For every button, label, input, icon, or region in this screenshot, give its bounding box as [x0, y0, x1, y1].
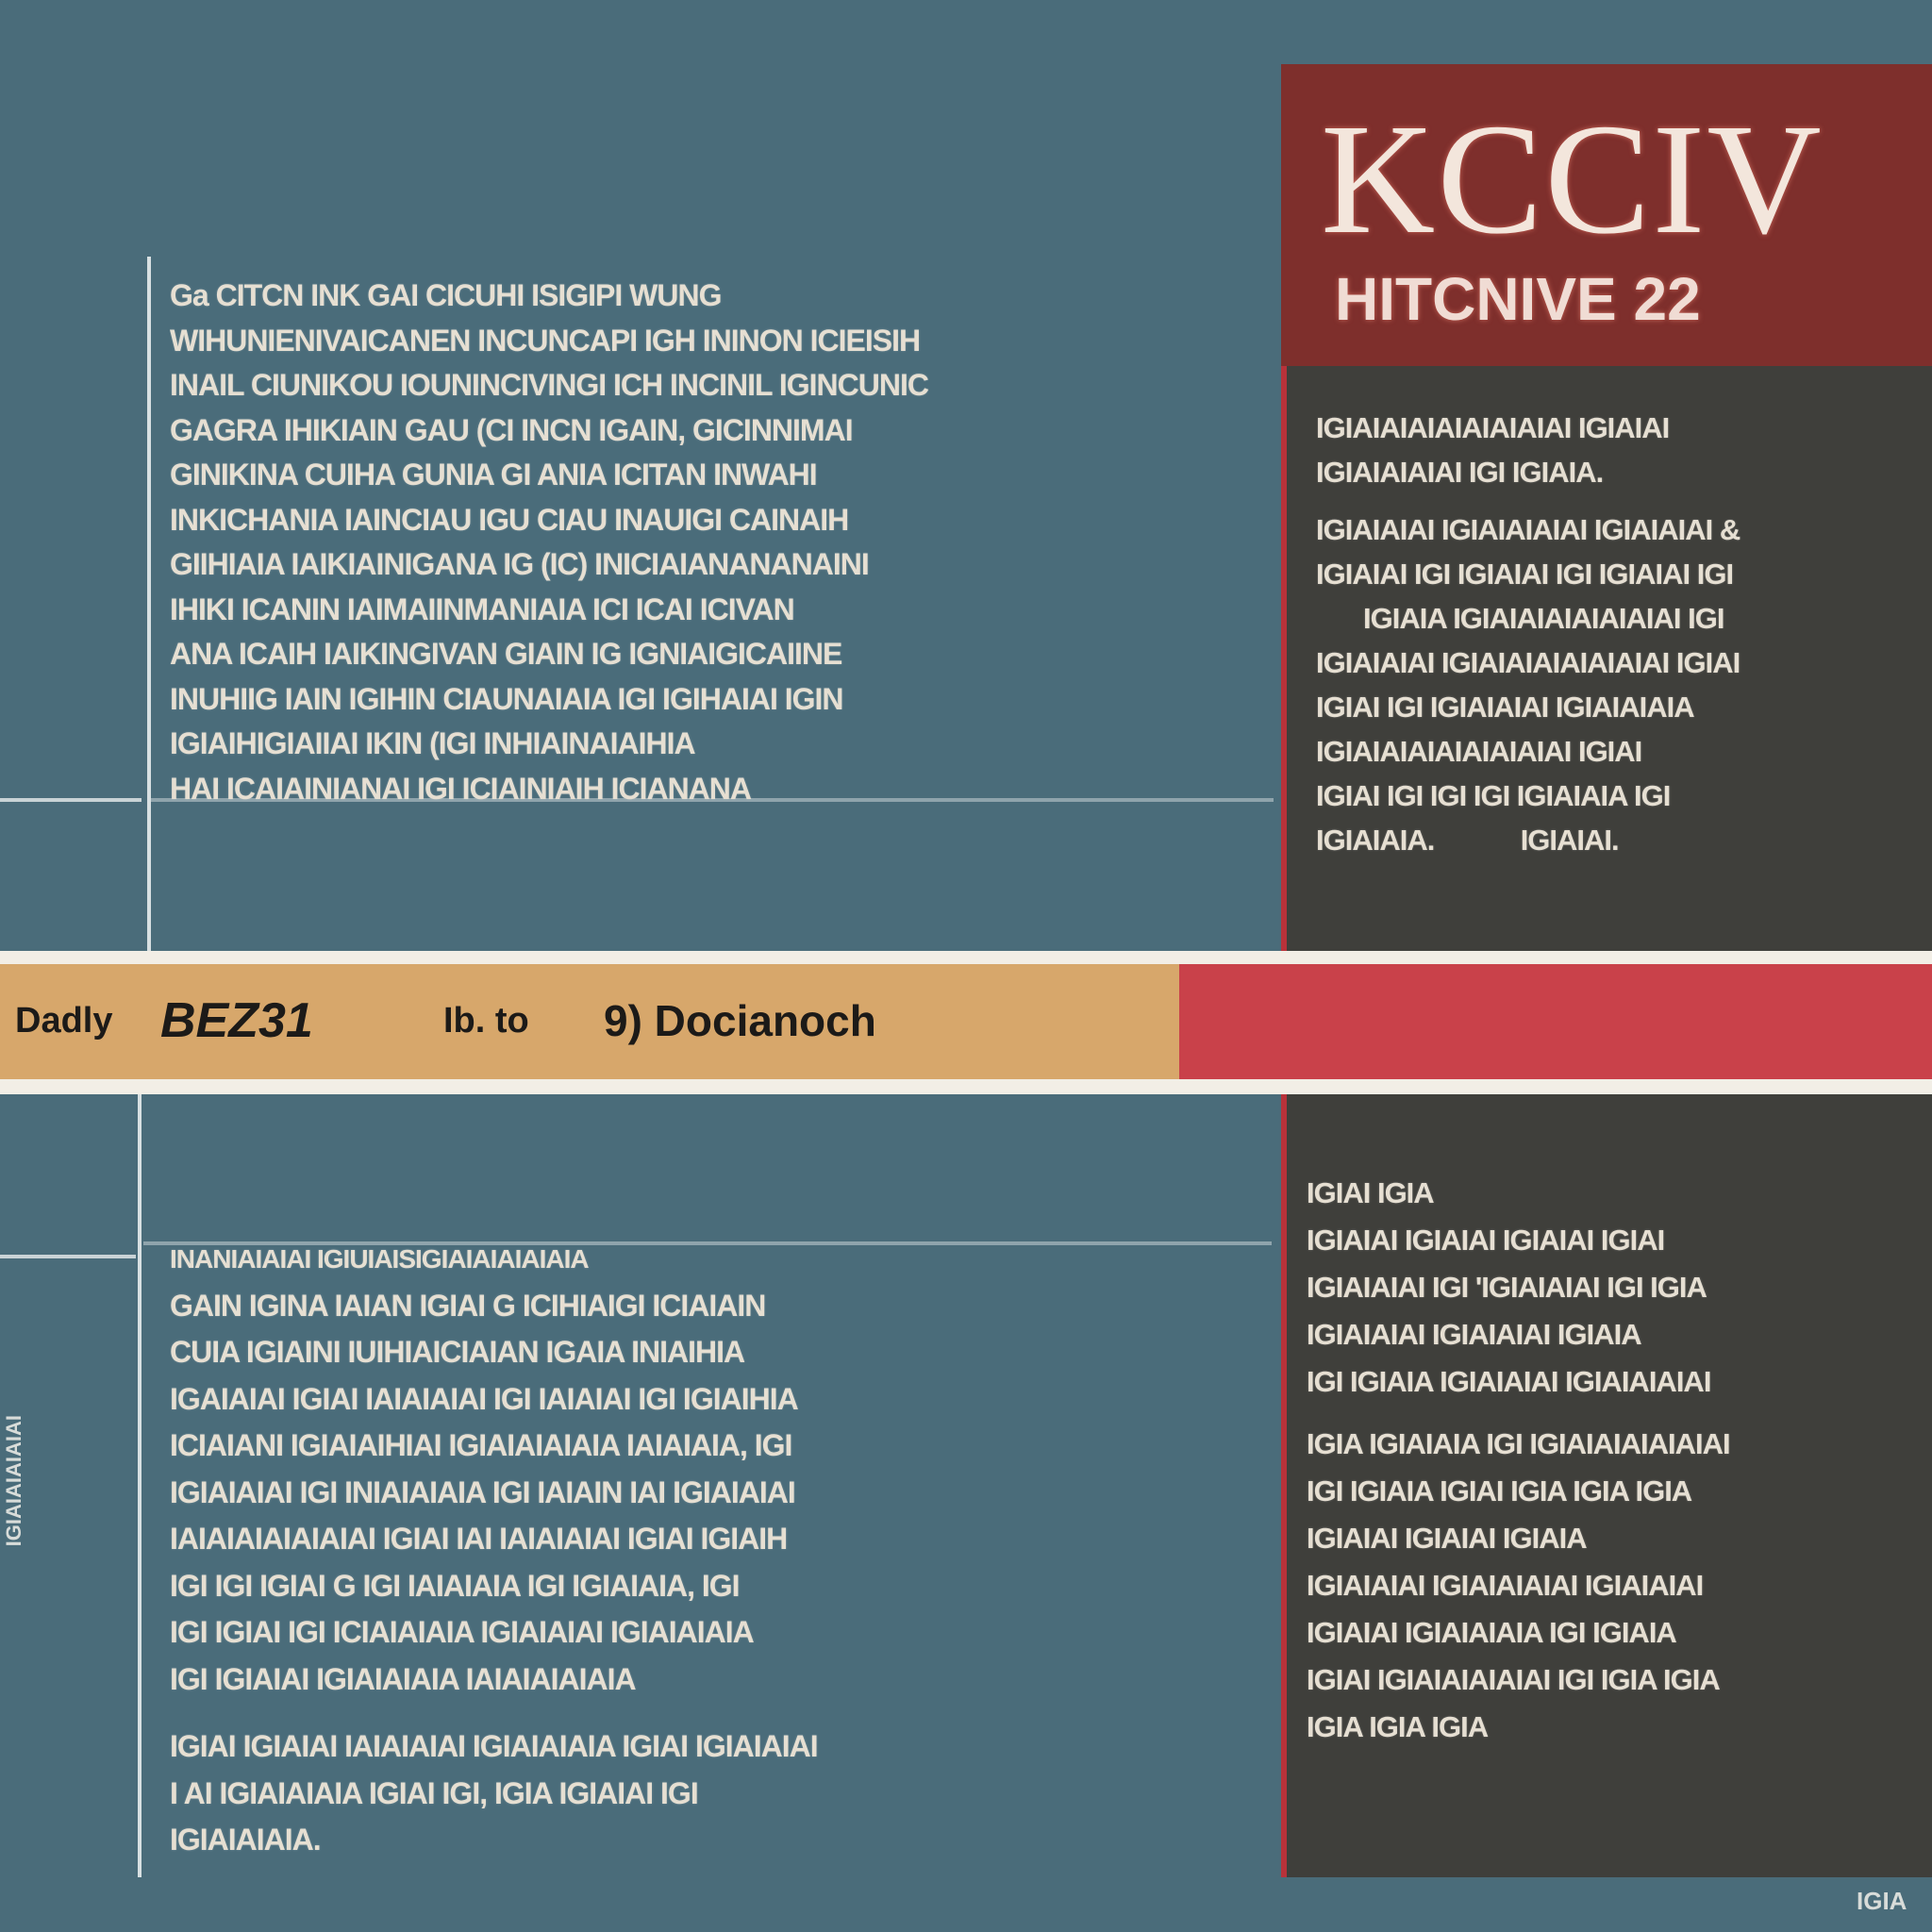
band-label-c: Ib. to: [443, 1001, 529, 1041]
text-line: IGIAI IGI IGI IGI IGIAIAIA IGI: [1316, 779, 1671, 812]
text-line: IGIAIAIA. IGIAIAI.: [1316, 824, 1620, 857]
text-line: IGI IGI IGIAI G IGI IAIAIAIA IGI IGIAIAI…: [170, 1568, 741, 1603]
right-panel-top: [1281, 366, 1932, 951]
text-line: IGIAIAI IGIAIAIAIA IGI IGIAIA: [1307, 1616, 1677, 1649]
text-line: INANIAIAIAI IGIUIAISIGIAIAIAIAIAIA: [170, 1244, 590, 1274]
right-column-bottom: IGIAI IGIA IGIAIAI IGIAIAI IGIAIAI IGIAI…: [1307, 1170, 1929, 1751]
text-line: INAIL CIUNIKOU IOUNINCIVINGI ICH INCINIL…: [170, 368, 929, 402]
masthead-title: KCCIV: [1321, 92, 1824, 267]
left-vertical-rule-top: [147, 257, 151, 951]
text-line: IGIAI IGIAIAIAIAIAI IGI IGIA IGIA: [1307, 1663, 1721, 1696]
text-line: I AI IGIAIAIAIA IGIAI IGI, IGIA IGIAIAI …: [170, 1775, 699, 1810]
left-column-top: Ga CITCN INK GAI CICUHI ISIGIPI WUNG WIH…: [170, 274, 953, 811]
text-line: IGIA IGIA IGIA: [1307, 1710, 1489, 1743]
text-line: IGIAI IGI IGIAIAIAI IGIAIAIAIA: [1316, 691, 1695, 724]
text-line: IGIAIAIAIAIAIAIAIAI IGIAIAI: [1316, 411, 1670, 444]
text-line: IGIAIAIAI IGI 'IGIAIAIAI IGI IGIA: [1307, 1271, 1707, 1304]
right-panel-bottom: [1281, 1094, 1932, 1877]
text-line: IGIAIAIAI IGIAIAIAI IGIAIA: [1307, 1318, 1642, 1351]
title-panel: [1281, 64, 1932, 366]
text-line: IGI IGIAIAI IGIAIAIAIA IAIAIAIAIAIA: [170, 1661, 637, 1696]
text-line: IGIAIAIAI IGI INIAIAIAIA IGI IAIAIN IAI …: [170, 1474, 796, 1509]
text-line: IGI IGIAIA IGIAIAIAI IGIAIAIAIAI: [1307, 1365, 1711, 1398]
band-tan-segment: [0, 964, 1179, 1079]
text-line: GAGRA IHIKIAIN GAU (CI INCN IGAIN, GICIN…: [170, 412, 854, 447]
text-line: IGIAIAIAI IGIAIAIAIAI IGIAIAIAI &: [1316, 513, 1740, 546]
horizontal-rule-bottom-right: [143, 1241, 1272, 1245]
text-line: WIHUNIENIVAICANEN INCUNCAPI IGH ININON I…: [170, 323, 921, 358]
margin-note: IGIAIAIAIAIAI: [2, 1415, 25, 1547]
text-line: GIIHIAIA IAIKIAINIGANA IG (IC) INICIAIAN…: [170, 547, 870, 581]
masthead-subtitle: HITCNIVE 22: [1335, 265, 1701, 333]
text-line: HAI ICAIAINIANAI IGI ICIAINIAIH ICIANANA: [170, 771, 752, 806]
text-line: IHIKI ICANIN IAIMAIINMANIAIA ICI ICAI IC…: [170, 591, 795, 626]
text-line: IGIAI IGIA: [1307, 1176, 1435, 1209]
text-line: Ga CITCN INK GAI CICUHI ISIGIPI WUNG: [170, 278, 722, 312]
text-line: IGIAIAIAIA.: [170, 1823, 322, 1857]
text-line: INKICHANIA IAINCIAU IGU CIAU INAUIGI CAI…: [170, 502, 849, 537]
right-column-top: IGIAIAIAIAIAIAIAIAI IGIAIAI IGIAIAIAIAI …: [1316, 406, 1920, 862]
band-label-d: 9) Docianoch: [604, 996, 876, 1045]
left-vertical-rule-bottom: [138, 1094, 142, 1877]
text-line: IGAIAIAI IGIAI IAIAIAIAI IGI IAIAIAI IGI…: [170, 1381, 799, 1416]
text-line: ANA ICAIH IAIKINGIVAN GIAIN IG IGNIAIGIC…: [170, 637, 842, 671]
text-line: IGI IGIAIA IGIAI IGIA IGIA IGIA: [1307, 1474, 1692, 1507]
band-red-segment: [1179, 964, 1932, 1079]
text-line: IGIAIAIAIAIAIAIAIAI IGIAI: [1316, 735, 1642, 768]
horizontal-rule-top-right: [151, 798, 1274, 802]
text-line: IGI IGIAI IGI ICIAIAIAIA IGIAIAIAI IGIAI…: [170, 1615, 755, 1649]
text-line: GAIN IGINA IAIAN IGIAI G ICIHIAIGI ICIAI…: [170, 1288, 766, 1323]
band-label-b: BEZ31: [160, 993, 313, 1048]
text-line: CUIA IGIAINI IUIHIAICIAIAN IGAIA INIAIHI…: [170, 1335, 745, 1369]
horizontal-rule-top-left: [0, 798, 142, 802]
left-column-bottom: INANIAIAIAI IGIUIAISIGIAIAIAIAIAIA GAIN …: [170, 1236, 972, 1864]
text-line: ICIAIANI IGIAIAIHIAI IGIAIAIAIAIA IAIAIA…: [170, 1428, 792, 1462]
text-line: IAIAIAIAIAIAIAI IGIAI IAI IAIAIAIAI IGIA…: [170, 1522, 788, 1556]
text-line: IGIAIAI IGI IGIAIAI IGI IGIAIAI IGI: [1316, 558, 1734, 591]
band-label-a: Dadly: [15, 1001, 113, 1041]
text-line: IGIAIAIAIAI IGI IGIAIA.: [1316, 456, 1604, 489]
text-line: IGIAIAI IGIAIAI IGIAIA: [1307, 1522, 1588, 1555]
text-line: IGIAIHIGIAIIAI IKIN (IGI INHIAINAIAIHIA: [170, 726, 696, 760]
text-line: IGIAIAI IGIAIAI IGIAIAI IGIAI: [1307, 1224, 1665, 1257]
horizontal-rule-bottom-left: [0, 1255, 136, 1258]
text-line: IGIAIAIAI IGIAIAIAIAIAIAIAI IGIAI: [1316, 646, 1740, 679]
text-line: IGIAIA IGIAIAIAIAIAIAIAI IGI: [1363, 602, 1724, 635]
text-line: GINIKINA CUIHA GUNIA GI ANIA ICITAN INWA…: [170, 458, 818, 491]
text-line: IGIAIAIAI IGIAIAIAIAI IGIAIAIAI: [1307, 1569, 1704, 1602]
text-line: IGIA IGIAIAIA IGI IGIAIAIAIAIAIAI: [1307, 1427, 1731, 1460]
text-line: INUHIIG IAIN IGIHIN CIAUNAIAIA IGI IGIHA…: [170, 681, 844, 716]
text-line: IGIAI IGIAIAI IAIAIAIAI IGIAIAIAIA IGIAI…: [170, 1729, 819, 1763]
corner-note: IGIA: [1857, 1887, 1907, 1915]
